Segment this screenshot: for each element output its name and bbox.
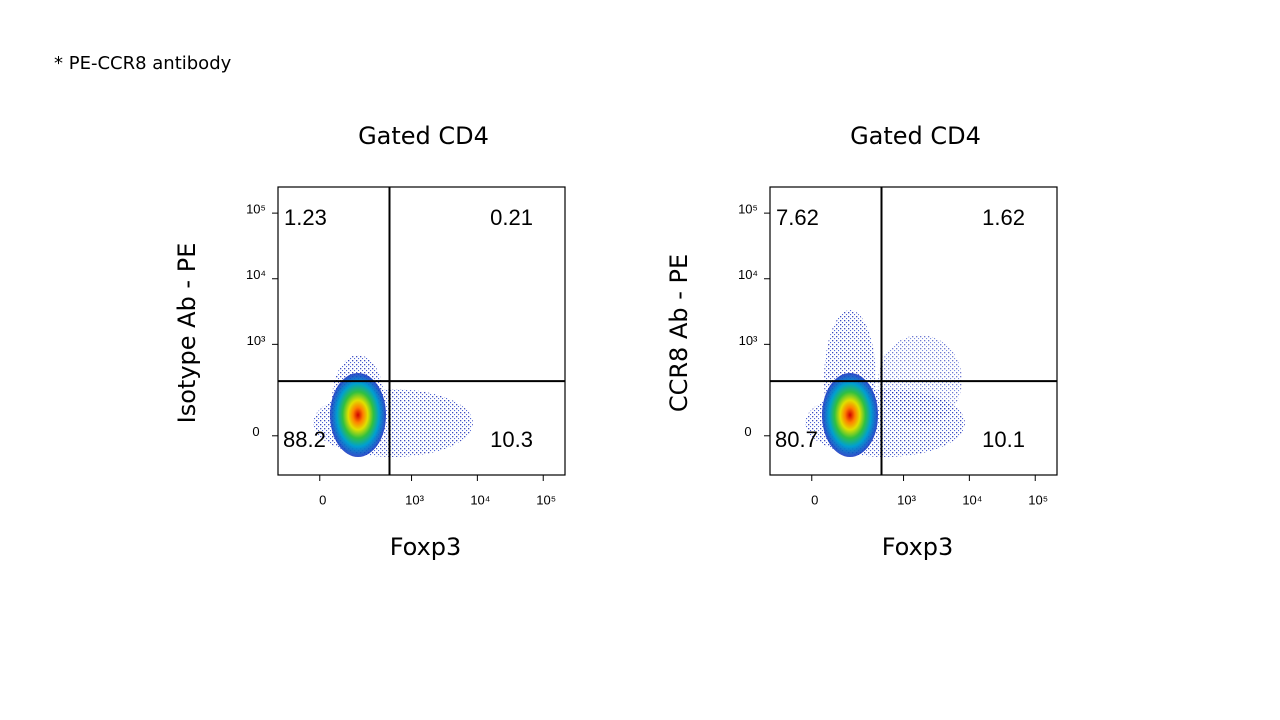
- x-tick-label: 10³: [897, 492, 916, 507]
- y-tick-label: 10⁵: [738, 202, 758, 217]
- y-tick-label: 10⁴: [246, 267, 266, 282]
- density-core: [822, 373, 878, 457]
- event-cloud: [878, 335, 962, 425]
- y-tick-label: 10⁵: [246, 202, 266, 217]
- note: * PE-CCR8 antibody: [54, 53, 232, 74]
- x-tick-label: 0: [319, 492, 326, 507]
- y-tick-label: 10⁴: [738, 267, 758, 282]
- y-tick-label: 0: [252, 424, 259, 439]
- y-tick-label: 0: [744, 424, 751, 439]
- quadrant-percent: 1.62: [982, 205, 1025, 230]
- y-axis-label: Isotype Ab - PE: [173, 243, 201, 424]
- quadrant-percent: 0.21: [490, 205, 533, 230]
- chart-title: Gated CD4: [358, 122, 489, 150]
- x-tick-label: 10³: [405, 492, 424, 507]
- y-tick-label: 10³: [739, 333, 758, 348]
- x-tick-label: 10⁴: [470, 492, 490, 507]
- x-tick-label: 10⁴: [962, 492, 982, 507]
- quadrant-percent: 1.23: [284, 205, 327, 230]
- y-axis-label: CCR8 Ab - PE: [665, 254, 693, 412]
- quadrant-percent: 10.3: [490, 427, 533, 452]
- y-tick-label: 10³: [247, 333, 266, 348]
- quadrant-percent: 88.2: [283, 427, 326, 452]
- quadrant-percent: 7.62: [776, 205, 819, 230]
- density-core: [330, 373, 386, 457]
- x-tick-label: 0: [811, 492, 818, 507]
- plot-frame: [277, 186, 566, 476]
- quadrant-percent: 80.7: [775, 427, 818, 452]
- x-tick-label: 10⁵: [536, 492, 556, 507]
- chart-title: Gated CD4: [850, 122, 981, 150]
- quadrant-percent: 10.1: [982, 427, 1025, 452]
- plot-frame: [769, 186, 1058, 476]
- x-tick-label: 10⁵: [1028, 492, 1048, 507]
- x-axis-label: Foxp3: [390, 533, 462, 561]
- x-axis-label: Foxp3: [882, 533, 954, 561]
